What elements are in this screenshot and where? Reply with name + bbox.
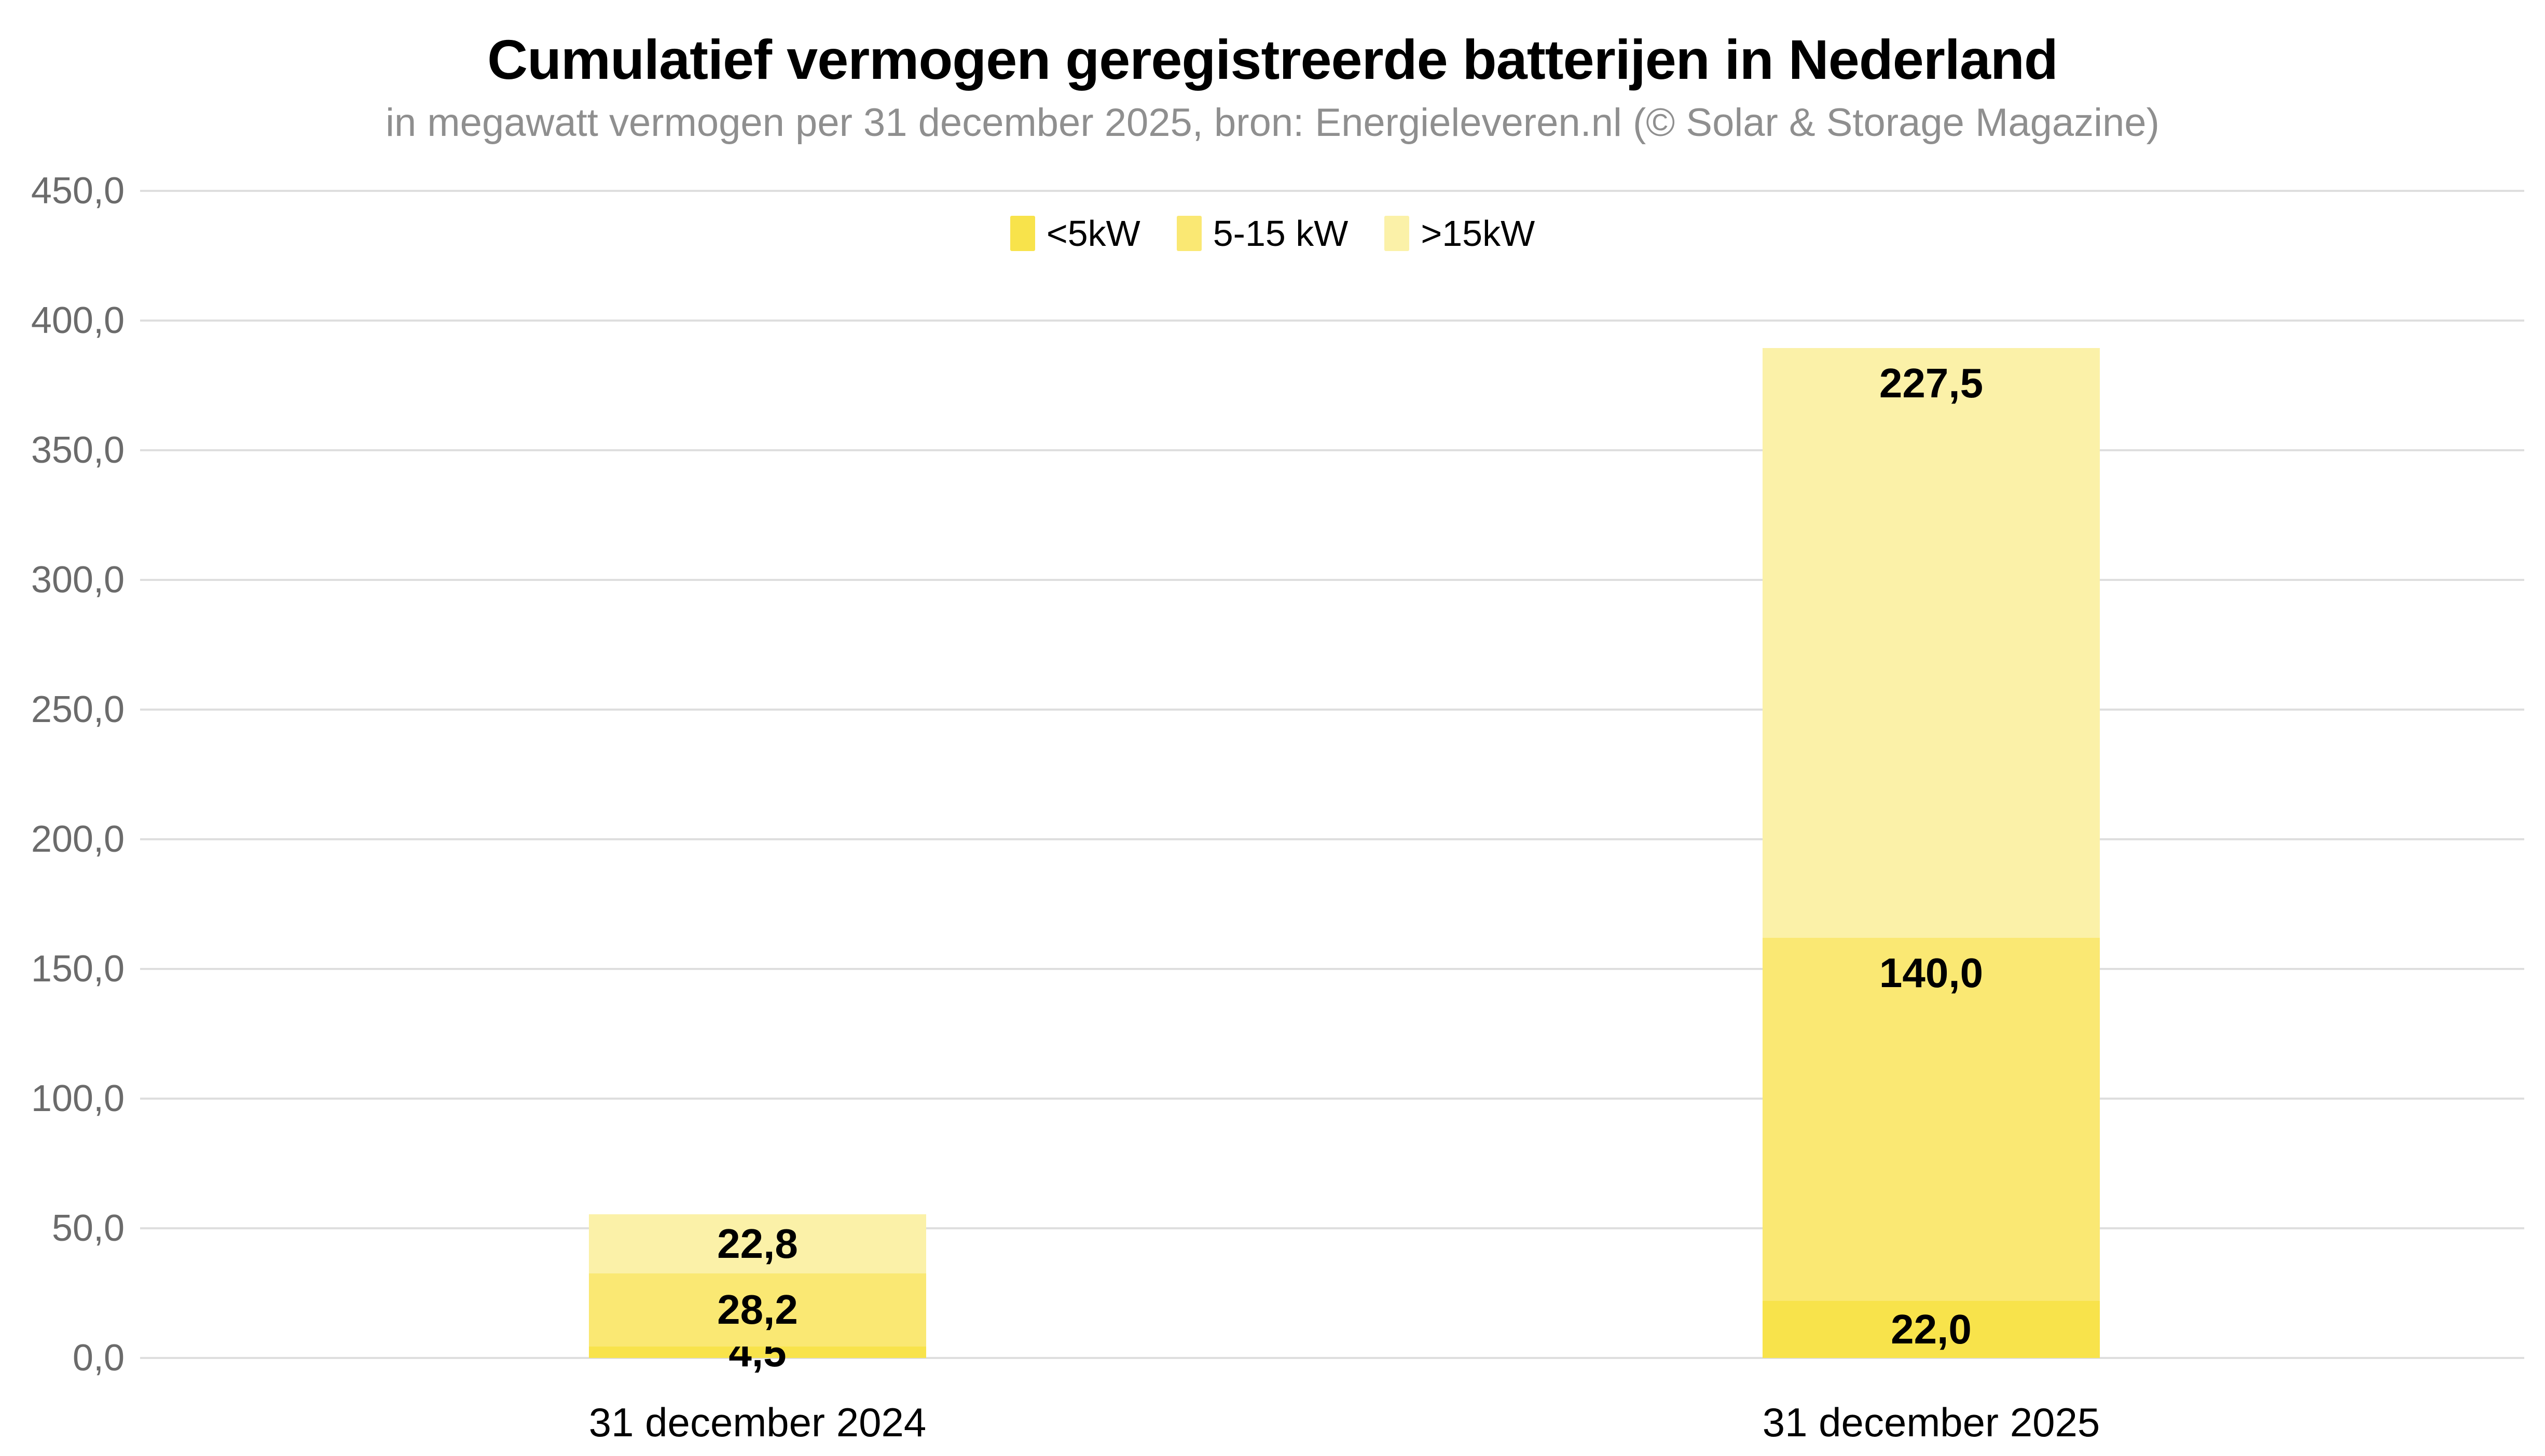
legend-label: >15kW xyxy=(1421,213,1535,254)
y-tick-label: 200,0 xyxy=(31,819,125,860)
chart-title: Cumulatief vermogen geregistreerde batte… xyxy=(487,28,2058,91)
legend-swatch-icon xyxy=(1176,216,1202,251)
legend-item: 5-15 kW xyxy=(1176,209,1349,258)
bar-value-label: 227,5 xyxy=(1879,359,1984,406)
y-tick-label: 150,0 xyxy=(31,948,125,990)
legend-item: <5kW xyxy=(1010,209,1140,258)
gridline xyxy=(140,1098,2524,1100)
legend-label: <5kW xyxy=(1046,213,1140,254)
y-tick-label: 250,0 xyxy=(31,689,125,730)
bar-segment xyxy=(1763,1301,2100,1358)
y-tick-label: 450,0 xyxy=(31,170,125,212)
y-tick-label: 300,0 xyxy=(31,559,125,601)
chart-subtitle: in megawatt vermogen per 31 december 202… xyxy=(386,101,2159,145)
x-category-label: 31 december 2025 xyxy=(1762,1399,2100,1445)
gridline xyxy=(140,320,2524,322)
gridline xyxy=(140,579,2524,581)
x-category-label: 31 december 2024 xyxy=(588,1399,927,1445)
y-tick-label: 100,0 xyxy=(31,1078,125,1119)
legend-swatch-icon xyxy=(1010,216,1035,251)
legend: <5kW 5-15 kW >15kW xyxy=(0,209,2545,258)
gridline xyxy=(140,1357,2524,1359)
y-tick-label: 400,0 xyxy=(31,300,125,341)
legend-item: >15kW xyxy=(1384,209,1535,258)
gridline xyxy=(140,709,2524,711)
bar-value-label: 22,0 xyxy=(1891,1306,1972,1352)
bar-segment xyxy=(589,1214,926,1273)
bar-segment xyxy=(589,1273,926,1347)
bar-value-label: 22,8 xyxy=(717,1220,798,1267)
gridline xyxy=(140,190,2524,192)
y-tick-label: 50,0 xyxy=(51,1208,125,1249)
bar-segment xyxy=(1763,348,2100,938)
bar-segment xyxy=(1763,938,2100,1301)
gridline xyxy=(140,968,2524,970)
bar-value-label: 28,2 xyxy=(717,1286,798,1333)
gridline xyxy=(140,1227,2524,1229)
y-tick-label: 350,0 xyxy=(31,429,125,471)
gridline xyxy=(140,838,2524,840)
legend-label: 5-15 kW xyxy=(1213,213,1349,254)
bar-value-label: 140,0 xyxy=(1879,950,1984,996)
bar-segment xyxy=(589,1346,926,1358)
gridline xyxy=(140,449,2524,451)
legend-swatch-icon xyxy=(1384,216,1410,251)
y-tick-label: 0,0 xyxy=(72,1337,125,1379)
